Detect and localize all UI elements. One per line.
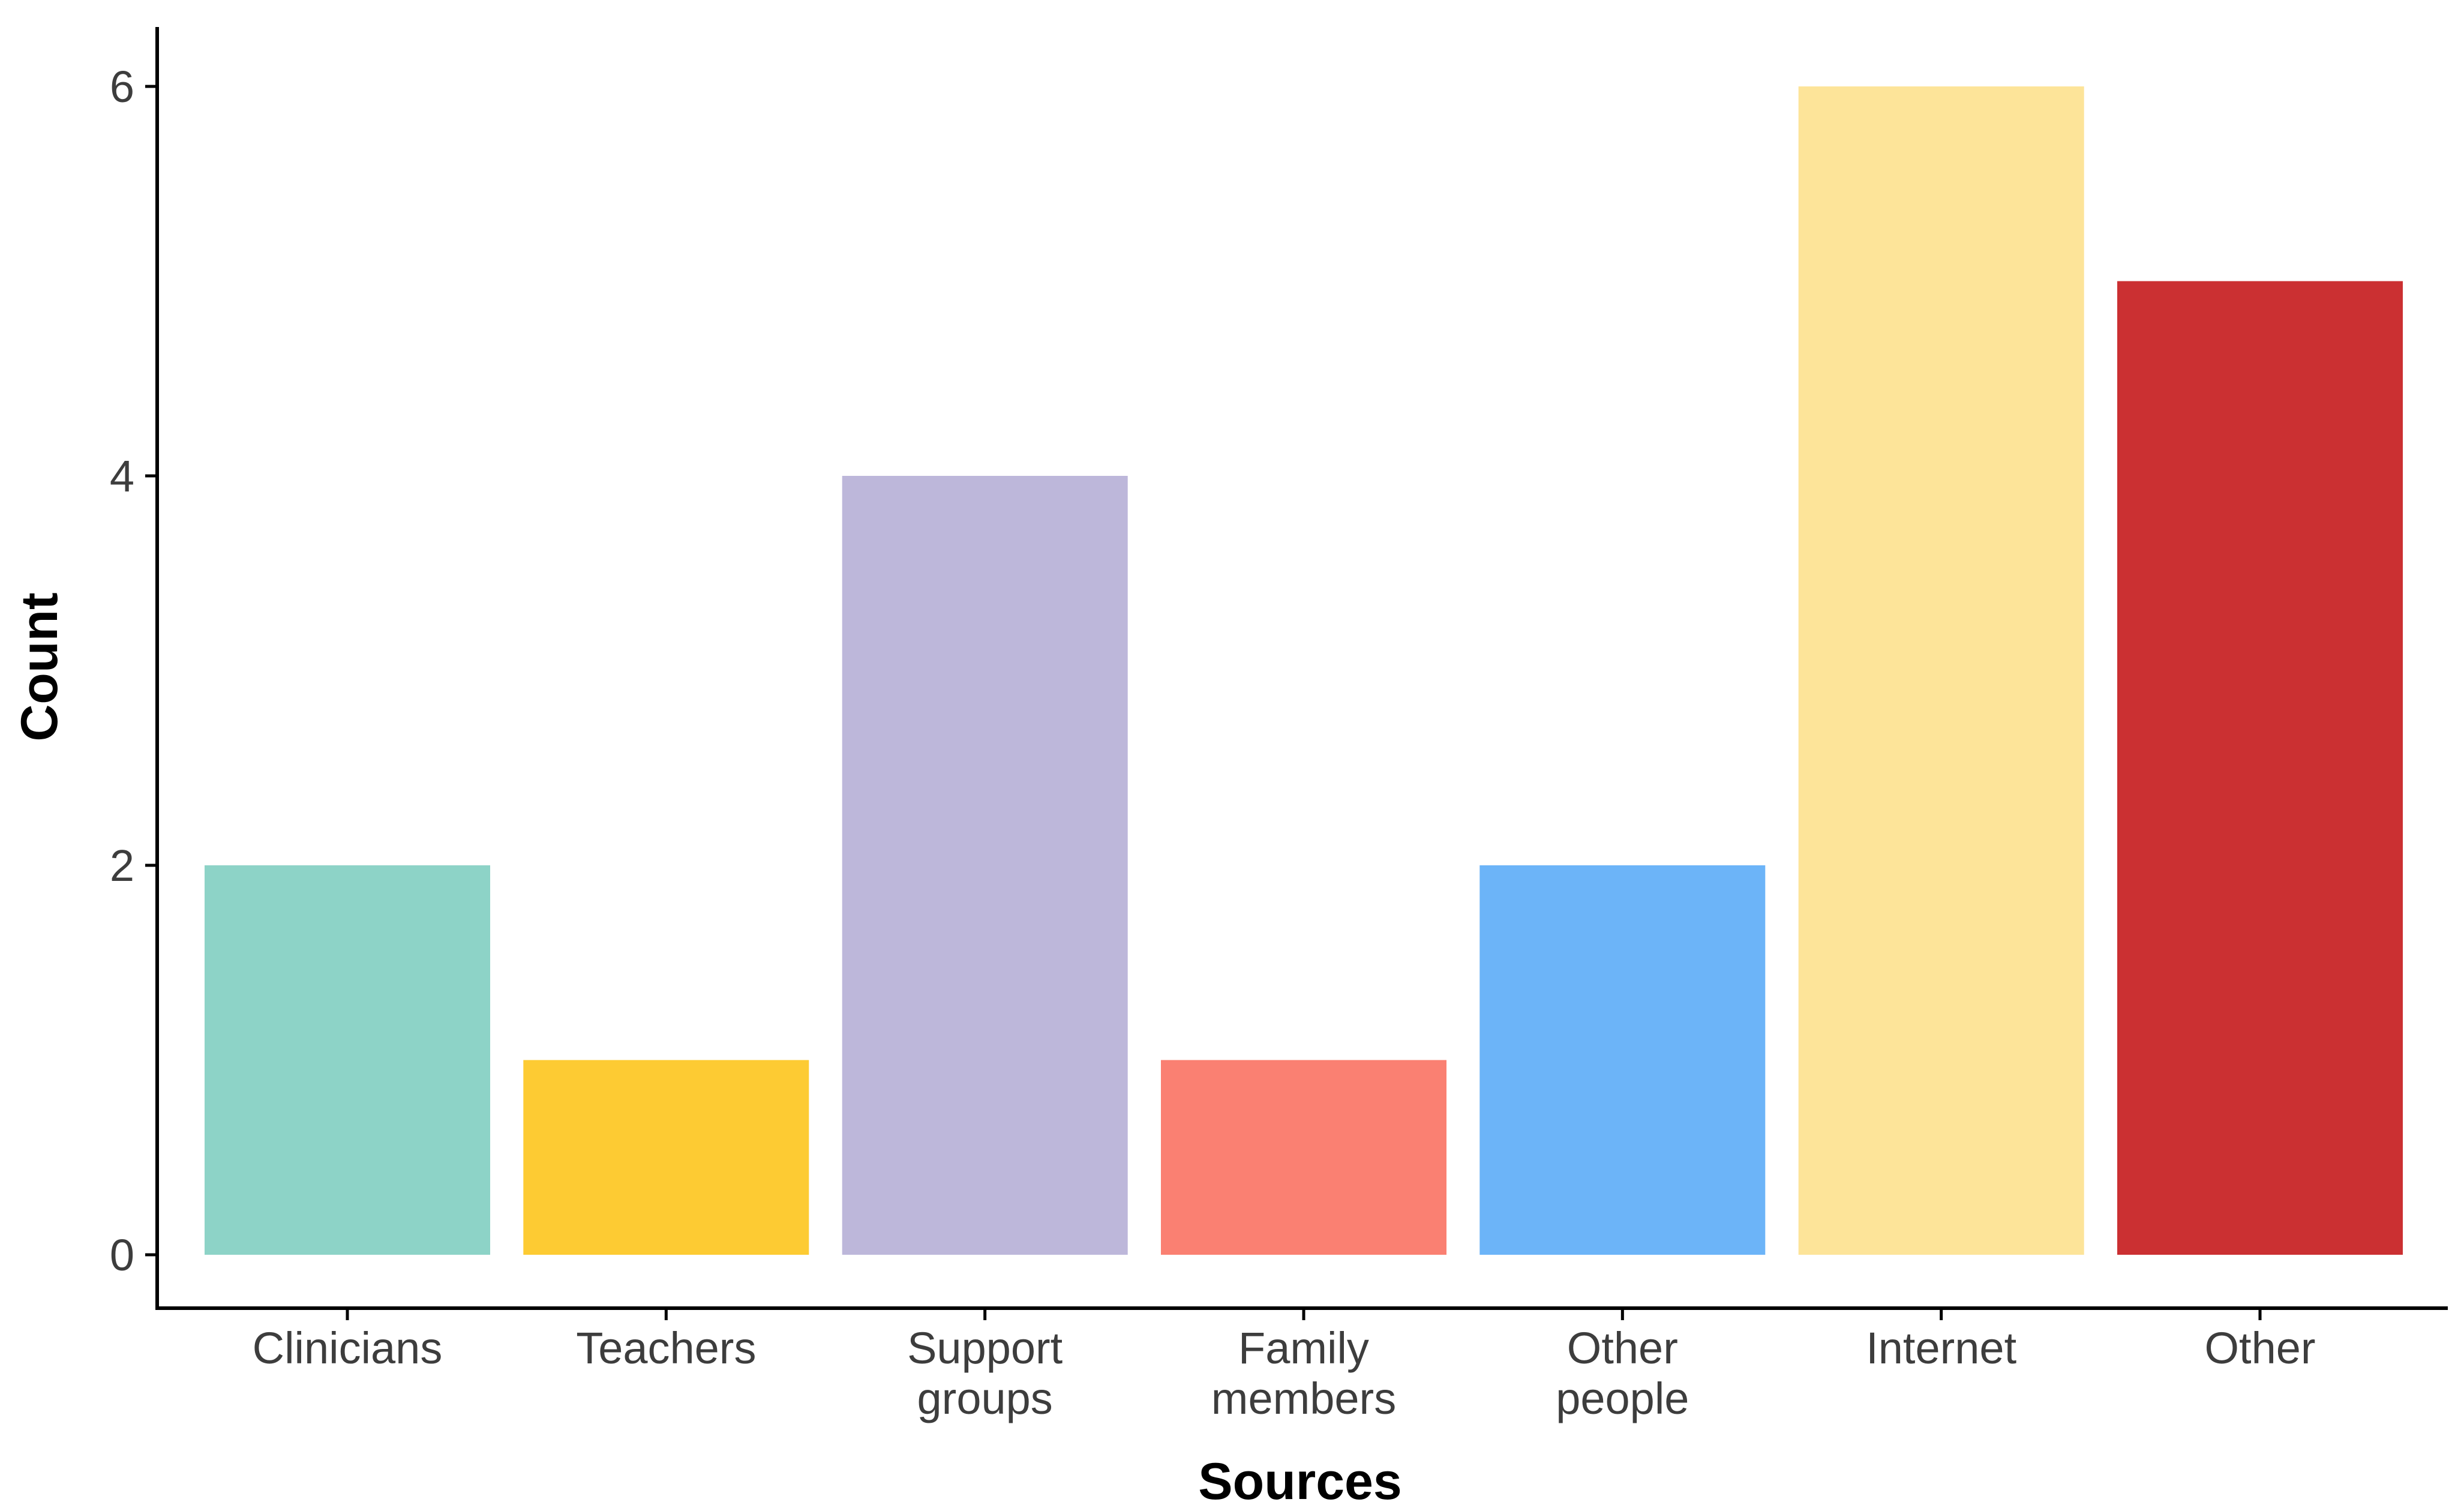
x-axis-title: Sources bbox=[1198, 1453, 1401, 1510]
bar-support-groups bbox=[842, 476, 1128, 1255]
y-tick-label: 6 bbox=[110, 62, 134, 112]
bar-other-people bbox=[1479, 865, 1766, 1255]
bar-family-members bbox=[1161, 1060, 1446, 1255]
y-tick-label: 0 bbox=[110, 1230, 134, 1280]
x-tick-label: Teachers bbox=[576, 1323, 756, 1373]
x-tick-label: Family members bbox=[1211, 1323, 1396, 1423]
y-axis-title: Count bbox=[11, 592, 68, 741]
bar-other bbox=[2117, 281, 2403, 1255]
y-axis-ticks: 0 2 4 6 bbox=[110, 62, 157, 1280]
x-tick-label: Other bbox=[2204, 1323, 2315, 1373]
x-tick-label: Internet bbox=[1866, 1323, 2016, 1373]
x-tick-label: Clinicians bbox=[253, 1323, 443, 1373]
bars-layer bbox=[205, 86, 2403, 1255]
bar-internet bbox=[1798, 86, 2084, 1255]
bar-teachers bbox=[523, 1060, 809, 1255]
x-tick-label: Other people bbox=[1556, 1323, 1689, 1423]
bar-clinicians bbox=[205, 865, 490, 1255]
x-axis-ticks: Clinicians Teachers Support groups Family mem… bbox=[253, 1308, 2316, 1423]
y-tick-label: 4 bbox=[110, 451, 134, 501]
y-tick-label: 2 bbox=[110, 841, 134, 891]
x-tick-label: Support groups bbox=[907, 1323, 1063, 1423]
